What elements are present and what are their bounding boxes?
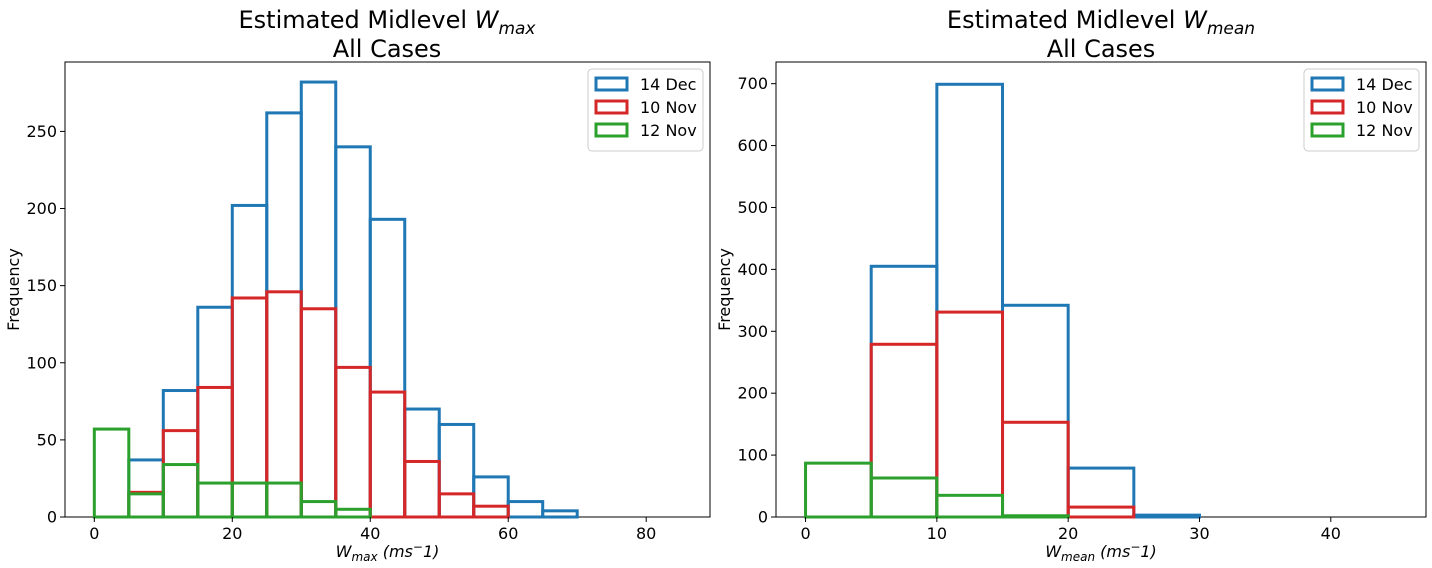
legend: 14 Dec 10 Nov 12 Nov xyxy=(1303,68,1420,152)
series-12-nov xyxy=(92,427,372,519)
histogram-bar xyxy=(472,504,510,519)
series-12-nov xyxy=(804,461,1070,519)
histogram-bar xyxy=(161,429,200,519)
histogram-bar xyxy=(334,507,372,519)
histogram-bar xyxy=(334,365,372,519)
histogram-bar xyxy=(265,481,303,519)
y-tick-label: 500 xyxy=(737,198,768,217)
histogram-bar xyxy=(472,475,510,519)
x-tick-label: 60 xyxy=(498,524,518,543)
y-axis-label: Frequency xyxy=(715,248,734,331)
x-axis-label: Wmax (ms−1) xyxy=(336,540,440,564)
histogram-bar xyxy=(230,481,269,519)
histogram-bar xyxy=(1001,420,1070,519)
y-tick-label: 0 xyxy=(47,508,57,527)
legend-label: 10 Nov xyxy=(1356,98,1413,117)
histogram-bar xyxy=(1132,513,1201,519)
legend-label: 14 Dec xyxy=(1356,75,1412,94)
histogram-bar xyxy=(1066,505,1136,519)
histogram-bar xyxy=(127,490,165,519)
legend-swatch xyxy=(1310,99,1345,115)
histogram-bar xyxy=(265,111,303,519)
x-tick-label: 0 xyxy=(89,524,99,543)
histogram-bar xyxy=(869,476,939,519)
histogram-bar xyxy=(127,492,165,519)
histogram-bar xyxy=(541,509,579,519)
y-tick-label: 0 xyxy=(758,508,768,527)
histogram-bar xyxy=(1001,303,1070,519)
series-14-dec xyxy=(127,80,579,519)
y-axis-label: Frequency xyxy=(4,248,23,331)
chart-title: Estimated Midlevel Wmean xyxy=(947,6,1255,39)
legend: 14 Dec 10 Nov 12 Nov xyxy=(587,68,704,152)
histogram-bar xyxy=(196,385,234,519)
x-tick-label: 0 xyxy=(800,524,810,543)
y-tick-label: 100 xyxy=(26,353,57,372)
legend-label: 12 Nov xyxy=(640,121,697,140)
histogram-bar xyxy=(437,422,476,519)
y-tick-label: 100 xyxy=(737,446,768,465)
legend-swatch xyxy=(594,122,629,138)
histogram-bar xyxy=(299,80,338,519)
chart-subtitle: All Cases xyxy=(333,35,442,63)
series-14-dec xyxy=(869,82,1201,519)
histogram-bar xyxy=(161,389,200,519)
x-tick-label: 10 xyxy=(927,524,947,543)
y-tick-label: 150 xyxy=(26,276,57,295)
y-tick-label: 50 xyxy=(37,430,57,449)
x-tick-label: 40 xyxy=(360,524,380,543)
histogram-bar xyxy=(804,461,873,519)
legend-label: 10 Nov xyxy=(640,98,697,117)
histogram-bar xyxy=(299,500,338,519)
histogram-bar xyxy=(935,310,1005,519)
legend-swatch xyxy=(1310,122,1345,138)
histogram-bar xyxy=(92,427,131,519)
histogram-bar xyxy=(127,458,165,519)
series-10-nov xyxy=(869,310,1136,519)
legend-label: 14 Dec xyxy=(640,75,696,94)
histogram-bar xyxy=(299,307,338,519)
legend-label: 12 Nov xyxy=(1356,121,1413,140)
legend-swatch xyxy=(594,99,629,115)
histogram-bar xyxy=(1001,514,1070,519)
x-axis-label: Wmean (ms−1) xyxy=(1045,540,1157,564)
legend-swatch xyxy=(1310,76,1345,92)
y-tick-label: 700 xyxy=(737,74,768,93)
histogram-bar xyxy=(869,342,939,519)
histogram-bar xyxy=(506,500,545,519)
y-tick-label: 400 xyxy=(737,260,768,279)
x-tick-label: 20 xyxy=(1058,524,1078,543)
legend-swatch xyxy=(594,76,629,92)
histogram-bar xyxy=(1066,466,1136,519)
histogram-bar xyxy=(403,407,441,519)
histogram-bar xyxy=(935,82,1005,519)
histogram-bar xyxy=(368,217,407,519)
y-tick-label: 300 xyxy=(737,322,768,341)
y-tick-label: 200 xyxy=(737,384,768,403)
chart-subtitle: All Cases xyxy=(1047,35,1156,63)
series-10-nov xyxy=(127,290,510,519)
x-tick-label: 80 xyxy=(636,524,656,543)
histogram-bar xyxy=(196,481,234,519)
chart-title: Estimated Midlevel Wmax xyxy=(239,6,537,39)
histogram-bar xyxy=(196,305,234,519)
histogram-bar xyxy=(230,203,269,519)
histogram-bar xyxy=(437,492,476,519)
y-tick-label: 200 xyxy=(26,199,57,218)
histogram-bar xyxy=(334,145,372,519)
histogram-bar xyxy=(161,463,200,519)
x-tick-label: 40 xyxy=(1321,524,1341,543)
x-tick-label: 30 xyxy=(1189,524,1209,543)
histogram-bar xyxy=(403,459,441,519)
y-tick-label: 250 xyxy=(26,122,57,141)
y-tick-label: 600 xyxy=(737,136,768,155)
histogram-bar xyxy=(935,493,1005,519)
histogram-bar xyxy=(368,390,407,519)
x-tick-label: 20 xyxy=(222,524,242,543)
